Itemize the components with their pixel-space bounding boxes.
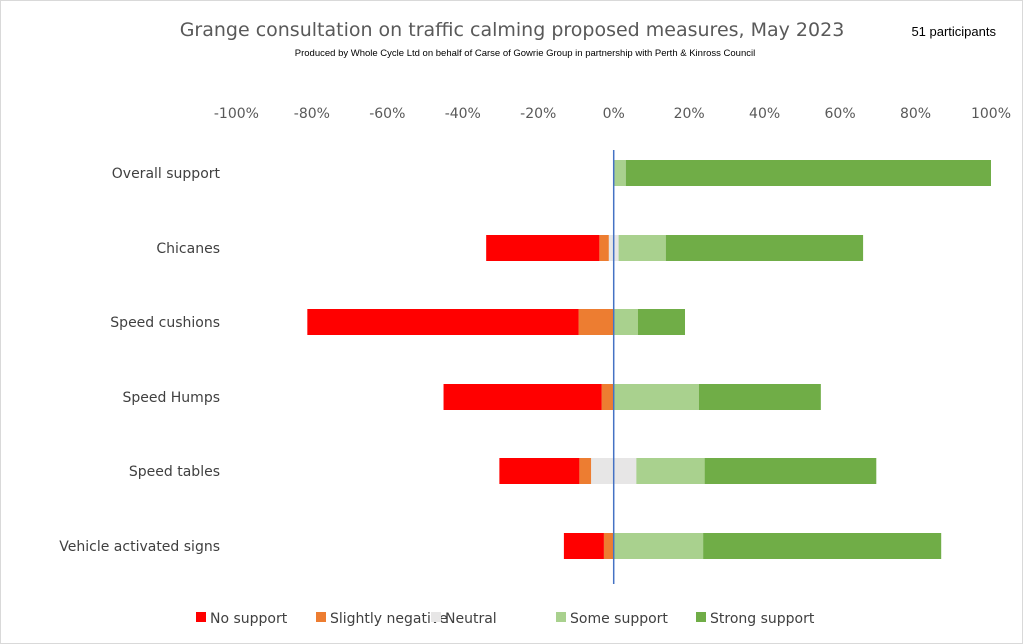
category-label: Speed tables [129,464,220,480]
category-label: Speed cushions [110,315,220,331]
bar-segment-neutral [591,458,614,484]
x-tick-label: 20% [674,106,705,122]
bar-segment-strong-support [665,235,864,261]
bar-segment-no-support [499,458,580,484]
x-tick-label: 60% [825,106,856,122]
chart-title: Grange consultation on traffic calming p… [180,19,845,41]
bar-segment-strong-support [698,384,821,410]
bar-segment-no-support [563,533,604,559]
x-tick-label: 100% [971,106,1011,122]
category-label: Vehicle activated signs [59,539,220,555]
bar-segment-slightly-negative [603,533,614,559]
bar-segment-neutral [608,235,614,261]
legend-label: Strong support [710,611,815,627]
x-tick-label: 0% [603,106,625,122]
legend-label: Slightly negative [330,611,448,627]
x-tick-label: -80% [294,106,330,122]
legend-swatch [696,612,706,622]
bar-segment-some-support [613,384,699,410]
bar-segment-some-support [618,235,666,261]
category-label: Overall support [112,166,221,182]
category-label: Chicanes [156,241,220,257]
legend-swatch [316,612,326,622]
bar-segment-no-support [307,309,579,335]
legend-swatch [196,612,206,622]
x-tick-label: 40% [749,106,780,122]
x-tick-label: 80% [900,106,931,122]
bar-segment-some-support [613,533,704,559]
legend-label: Some support [570,611,668,627]
x-tick-label: -20% [520,106,556,122]
bar-segment-some-support [613,160,626,186]
bar-segment-some-support [636,458,705,484]
category-label: Speed Humps [122,390,220,406]
legend-label: No support [210,611,288,627]
bar-segment-neutral [613,235,619,261]
x-tick-label: -40% [445,106,481,122]
bar-segment-neutral [613,458,637,484]
bar-segment-slightly-negative [579,458,592,484]
bar-segment-slightly-negative [578,309,614,335]
legend-swatch [431,612,441,622]
bar-segment-strong-support [703,533,942,559]
bar-segment-some-support [613,309,638,335]
bar-segment-no-support [443,384,602,410]
x-tick-label: -100% [214,106,259,122]
bar-segment-slightly-negative [601,384,614,410]
bar-segment-slightly-negative [599,235,609,261]
legend-label: Neutral [445,611,497,627]
x-tick-label: -60% [369,106,405,122]
bar-segment-strong-support [637,309,686,335]
bar-segment-no-support [486,235,600,261]
participants-count: 51 participants [911,24,996,39]
bar-segment-strong-support [625,160,991,186]
chart-subtitle: Produced by Whole Cycle Ltd on behalf of… [295,48,755,59]
bar-segment-strong-support [704,458,877,484]
legend-swatch [556,612,566,622]
